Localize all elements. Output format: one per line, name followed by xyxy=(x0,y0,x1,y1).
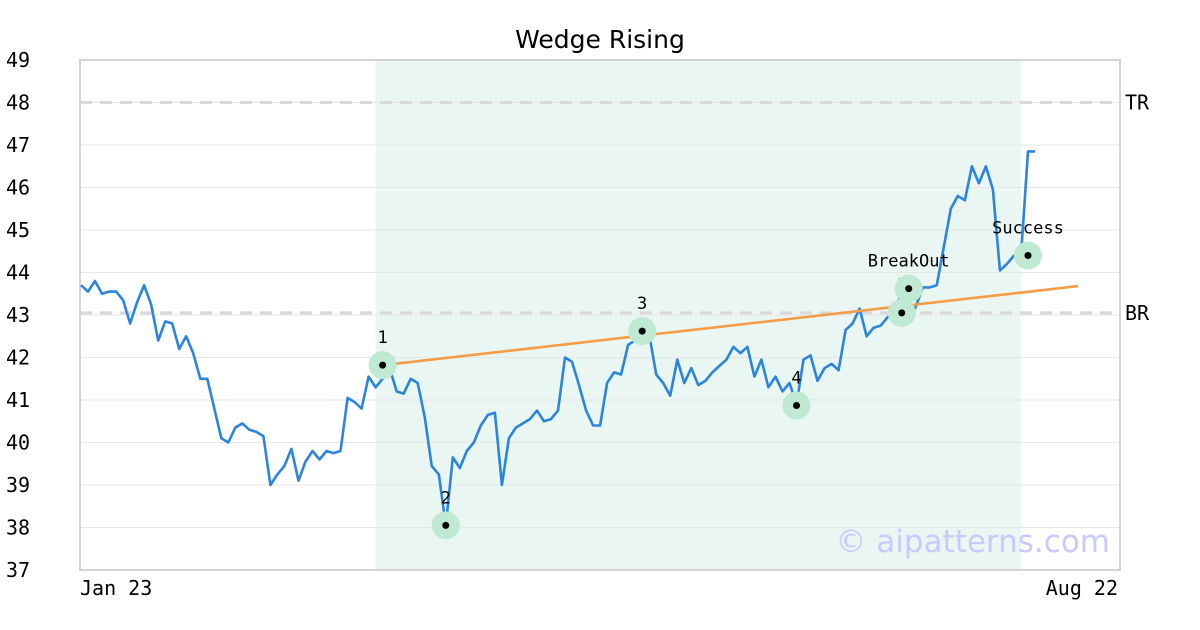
point-label-4: 4 xyxy=(791,369,801,389)
watermark: © aipatterns.com xyxy=(835,524,1110,560)
point-dot-4 xyxy=(793,402,800,410)
point-label-1: 1 xyxy=(378,328,388,348)
y-tick-label: 46 xyxy=(6,176,30,200)
y-tick-label: 42 xyxy=(6,346,30,370)
y-tick-label: 48 xyxy=(6,91,30,115)
y-tick-label: 45 xyxy=(6,218,30,242)
point-dot-breakout xyxy=(905,285,913,293)
point-label-3: 3 xyxy=(637,294,647,314)
point-label-success: Success xyxy=(992,219,1064,239)
point-dot-success xyxy=(1024,252,1032,259)
price-line xyxy=(80,150,1035,527)
y-tick-label: 39 xyxy=(6,473,30,497)
point-label-breakout: BreakOut xyxy=(868,252,950,272)
x-tick-label-end: Aug 22 xyxy=(1046,576,1118,600)
point-dot-3 xyxy=(638,327,646,335)
x-tick-label-start: Jan 23 xyxy=(80,576,152,600)
chart-title: Wedge Rising xyxy=(515,25,685,54)
reference-label-tr: TR xyxy=(1125,91,1150,115)
trendline xyxy=(382,284,1079,367)
point-dot-1 xyxy=(379,361,387,369)
pattern-points: 12345BreakOutSuccess xyxy=(368,219,1064,540)
series-layer xyxy=(80,150,1079,527)
y-tick-label: 40 xyxy=(6,431,30,455)
y-tick-label: 38 xyxy=(6,516,30,540)
point-label-2: 2 xyxy=(441,488,451,508)
y-tick-label: 47 xyxy=(6,133,30,157)
y-tick-label: 41 xyxy=(6,388,30,412)
point-dot-5 xyxy=(898,309,906,317)
reference-label-br: BR xyxy=(1125,301,1150,325)
y-tick-label: 37 xyxy=(6,558,30,582)
y-axis-ticks: 37 38 39 40 41 42 43 44 45 46 47 48 49 xyxy=(6,48,30,582)
y-tick-label: 49 xyxy=(6,48,30,72)
plot-frame xyxy=(79,59,1121,571)
reference-lines: TR BR xyxy=(80,91,1150,325)
y-tick-label: 44 xyxy=(6,261,30,285)
point-dot-2 xyxy=(442,521,450,529)
y-tick-label: 43 xyxy=(6,303,30,327)
